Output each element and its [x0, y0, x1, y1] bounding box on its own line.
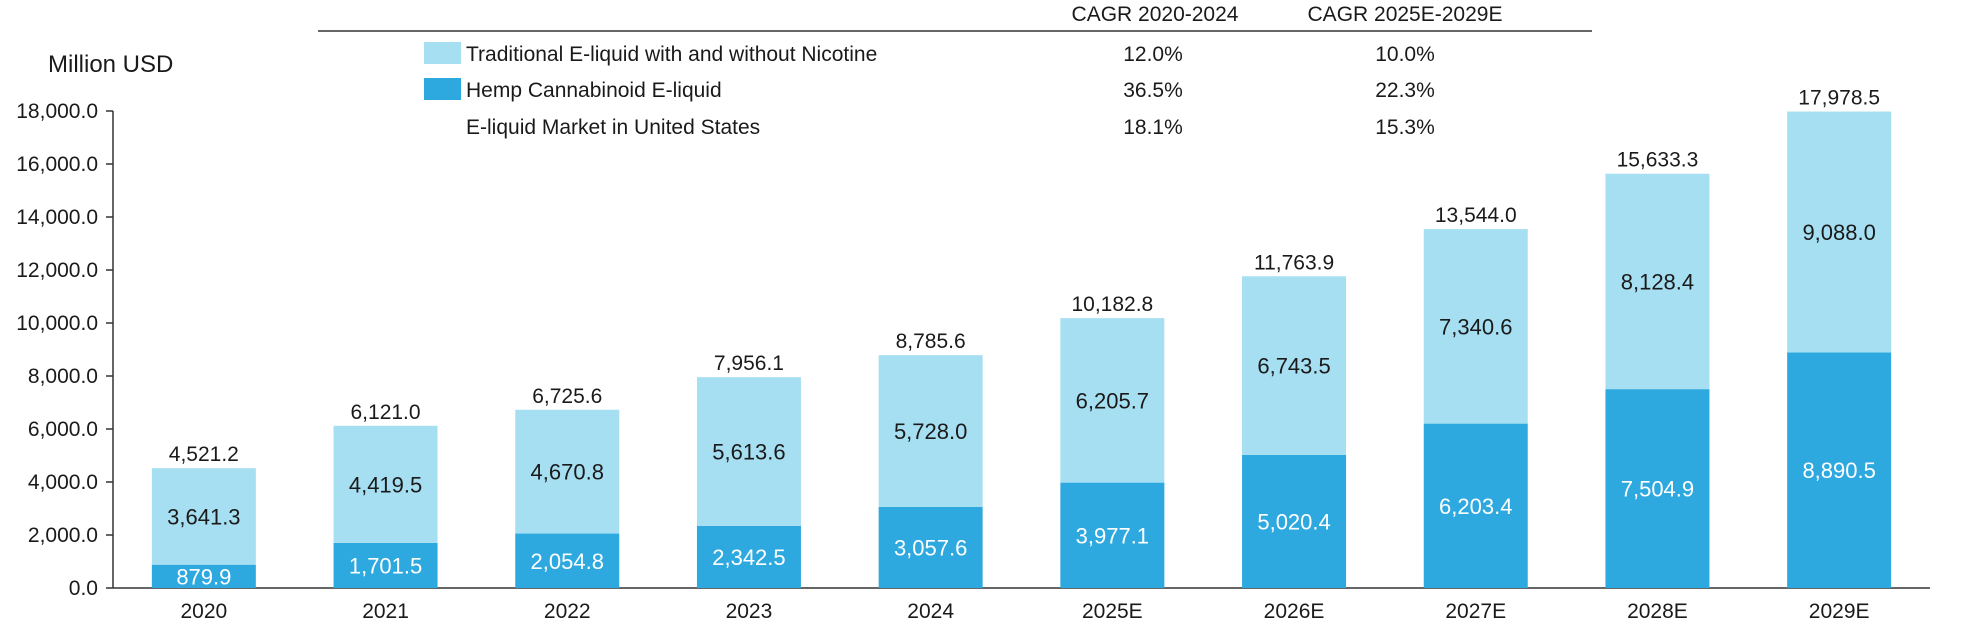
- bar-traditional: [696, 377, 801, 526]
- bar-hemp: [1423, 423, 1528, 588]
- bar-traditional: [515, 409, 620, 534]
- x-tick-label: 2029E: [1809, 600, 1870, 623]
- x-tick-label: 2028E: [1627, 600, 1688, 623]
- x-tick-label: 2026E: [1264, 600, 1325, 623]
- cagr-traditional-2025-2029: 10.0%: [1375, 43, 1435, 66]
- bar-label-hemp: 2,342.5: [712, 545, 785, 570]
- bar-label-traditional: 7,340.6: [1439, 314, 1512, 339]
- bar-total-label: 11,763.9: [1254, 251, 1334, 274]
- y-tick-label: 8,000.0: [28, 365, 98, 388]
- y-tick-label: 18,000.0: [16, 100, 98, 123]
- y-tick-label: 12,000.0: [16, 259, 98, 282]
- bar-label-traditional: 4,419.5: [349, 472, 422, 497]
- bar-label-traditional: 6,205.7: [1076, 388, 1149, 413]
- bar-traditional: [1060, 318, 1165, 483]
- cagr-traditional-2020-2024: 12.0%: [1123, 43, 1183, 66]
- bar-total-label: 6,725.6: [532, 385, 602, 408]
- bar-traditional: [151, 468, 256, 565]
- cagr-total-2020-2024: 18.1%: [1123, 116, 1183, 139]
- bar-total-label: 15,633.3: [1617, 149, 1699, 172]
- bar-traditional: [1423, 229, 1528, 424]
- bar-traditional: [1787, 111, 1892, 353]
- x-tick-label: 2022: [544, 600, 591, 623]
- bar-label-hemp: 3,057.6: [894, 535, 967, 560]
- bar-total-label: 4,521.2: [169, 443, 239, 466]
- bar-total-label: 17,978.5: [1798, 87, 1880, 110]
- bar-hemp: [333, 542, 438, 588]
- x-tick-label: 2021: [362, 600, 409, 623]
- y-axis-ticks: 0.0 2,000.0 4,000.0 6,000.0 8,000.0 10,000.0 1…: [16, 100, 113, 600]
- cagr-total-2025-2029: 15.3%: [1375, 116, 1435, 139]
- bar-hemp: [696, 525, 801, 588]
- bar-hemp: [1787, 352, 1892, 588]
- x-tick-label: 2025E: [1082, 600, 1143, 623]
- x-axis-labels: 2020 2021 2022 2023 2024 2025E 2026E 2027E 2028E…: [180, 600, 1869, 623]
- bar-hemp: [515, 533, 620, 588]
- bar-hemp: [1060, 482, 1165, 588]
- y-axis-unit-label: Million USD: [48, 51, 173, 78]
- x-tick-label: 2023: [726, 600, 773, 623]
- bar-label-hemp: 6,203.4: [1439, 494, 1512, 519]
- bar-label-hemp: 3,977.1: [1076, 523, 1149, 548]
- bar-label-traditional: 4,670.8: [531, 460, 604, 485]
- bar-label-traditional: 8,128.4: [1621, 269, 1694, 294]
- bar-traditional: [1242, 276, 1347, 455]
- legend-swatch-hemp: [424, 78, 461, 100]
- x-tick-label: 2027E: [1445, 600, 1506, 623]
- bar-label-traditional: 5,613.6: [712, 440, 785, 465]
- cagr-header-2020-2024: CAGR 2020-2024: [1072, 3, 1239, 26]
- legend-label-total-market: E-liquid Market in United States: [466, 116, 760, 139]
- bar-total-label: 7,956.1: [714, 352, 784, 375]
- x-tick-label: 2024: [907, 600, 954, 623]
- bar-total-label: 8,785.6: [896, 330, 966, 353]
- y-tick-label: 4,000.0: [28, 471, 98, 494]
- bar-hemp: [1242, 454, 1347, 588]
- bar-label-traditional: 9,088.0: [1802, 220, 1875, 245]
- bar-total-label: 6,121.0: [351, 401, 421, 424]
- bar-label-traditional: 5,728.0: [894, 419, 967, 444]
- bars-group: 879.9 3,641.3 4,521.2 1,701.5 4,419.5 6,121.0…: [151, 87, 1892, 589]
- legend-cagr-table: CAGR 2020-2024 CAGR 2025E-2029E Traditio…: [318, 3, 1592, 139]
- y-tick-label: 14,000.0: [16, 206, 98, 229]
- bar-total-label: 10,182.8: [1071, 293, 1153, 316]
- bar-total-label: 13,544.0: [1435, 204, 1517, 227]
- bar-label-hemp: 879.9: [176, 564, 231, 589]
- bar-traditional: [1605, 173, 1710, 390]
- cagr-header-2025-2029: CAGR 2025E-2029E: [1308, 3, 1503, 26]
- y-tick-label: 10,000.0: [16, 312, 98, 335]
- cagr-hemp-2020-2024: 36.5%: [1123, 79, 1183, 102]
- bar-label-hemp: 2,054.8: [531, 549, 604, 574]
- bar-label-hemp: 7,504.9: [1621, 477, 1694, 502]
- bar-hemp: [1605, 389, 1710, 588]
- legend-label-traditional: Traditional E-liquid with and without Ni…: [466, 43, 877, 66]
- bar-hemp: [878, 506, 983, 588]
- bar-label-hemp: 1,701.5: [349, 553, 422, 578]
- y-tick-label: 16,000.0: [16, 153, 98, 176]
- legend-swatch-traditional: [424, 42, 461, 64]
- bar-traditional: [878, 355, 983, 507]
- bar-label-hemp: 8,890.5: [1802, 458, 1875, 483]
- bar-hemp: [151, 564, 256, 588]
- bar-label-hemp: 5,020.4: [1257, 509, 1330, 534]
- y-tick-label: 0.0: [69, 577, 98, 600]
- x-tick-label: 2020: [180, 600, 227, 623]
- y-tick-label: 6,000.0: [28, 418, 98, 441]
- y-tick-label: 2,000.0: [28, 524, 98, 547]
- bar-label-traditional: 6,743.5: [1257, 354, 1330, 379]
- legend-label-hemp: Hemp Cannabinoid E-liquid: [466, 79, 722, 102]
- cagr-hemp-2025-2029: 22.3%: [1375, 79, 1435, 102]
- bar-label-traditional: 3,641.3: [167, 504, 240, 529]
- bar-traditional: [333, 425, 438, 543]
